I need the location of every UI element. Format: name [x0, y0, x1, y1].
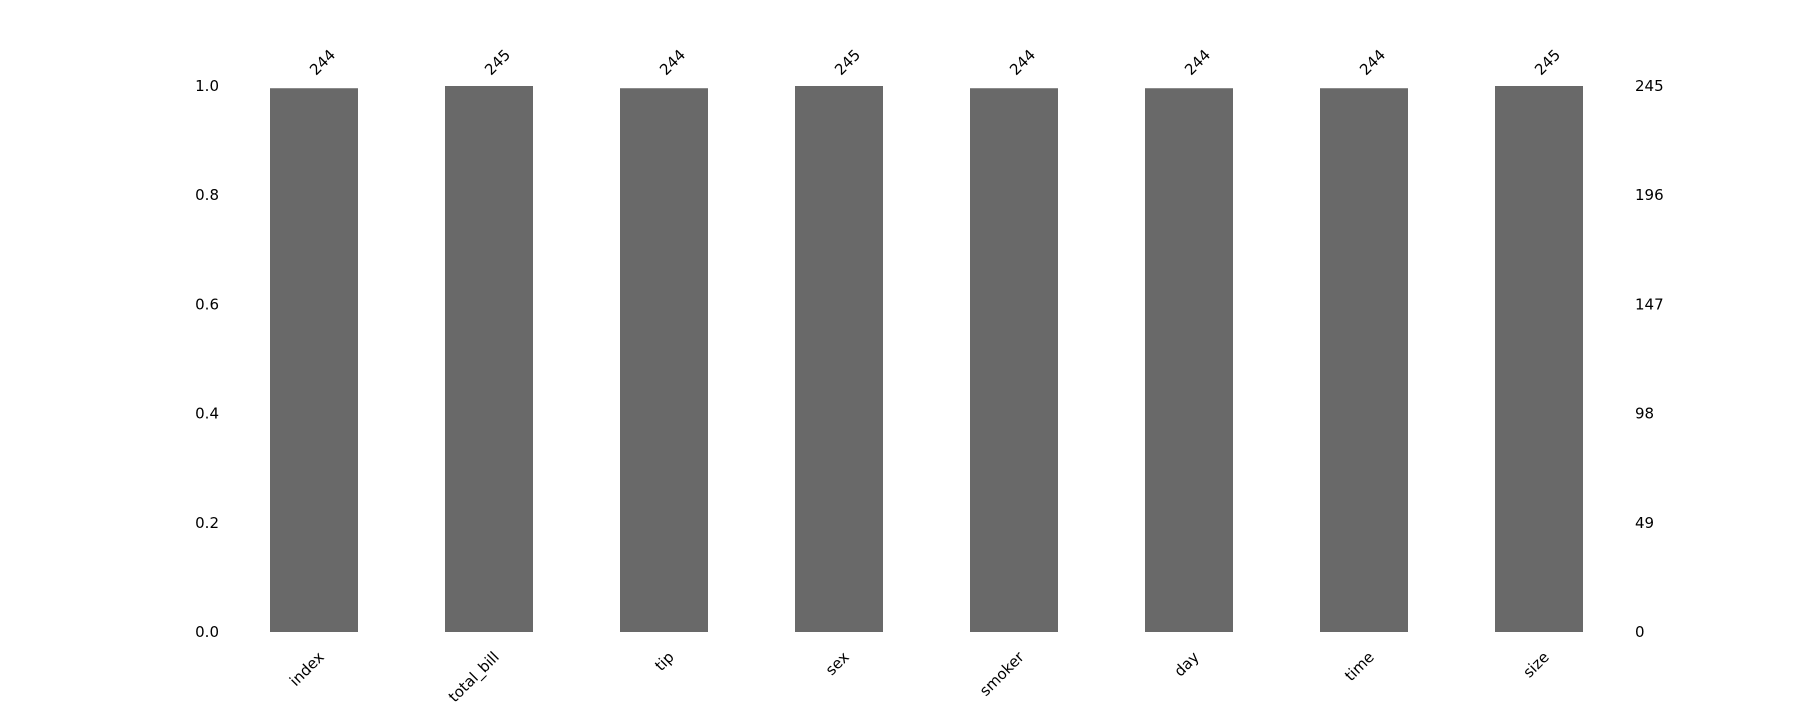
category-label-total_bill: total_bill [445, 648, 504, 707]
bar-sex [795, 86, 883, 632]
count-label-sex: 245 [831, 46, 864, 79]
category-label-index: index [286, 648, 328, 690]
category-label-sex: sex [822, 648, 853, 679]
left-tick-label: 0.0 [195, 623, 219, 641]
category-label-time: time [1341, 648, 1378, 685]
count-label-total_bill: 245 [481, 46, 514, 79]
right-tick-label: 245 [1635, 77, 1664, 95]
bar-day [1145, 88, 1233, 632]
bar-time [1320, 88, 1408, 632]
left-tick-label: 1.0 [195, 77, 219, 95]
left-tick-label: 0.4 [195, 405, 219, 423]
count-label-index: 244 [306, 46, 339, 79]
left-tick-label: 0.8 [195, 186, 219, 204]
count-label-size: 245 [1531, 46, 1564, 79]
category-label-size: size [1519, 648, 1552, 681]
count-label-time: 244 [1356, 46, 1389, 79]
right-tick-label: 196 [1635, 186, 1664, 204]
bar-size [1495, 86, 1583, 632]
right-tick-label: 49 [1635, 514, 1654, 532]
count-label-day: 244 [1181, 46, 1214, 79]
bar-total_bill [445, 86, 533, 632]
left-tick-label: 0.2 [195, 514, 219, 532]
count-label-smoker: 244 [1006, 46, 1039, 79]
right-tick-label: 0 [1635, 623, 1645, 641]
count-label-tip: 244 [656, 46, 689, 79]
right-tick-label: 147 [1635, 295, 1664, 313]
category-label-day: day [1171, 648, 1203, 680]
left-tick-label: 0.6 [195, 295, 219, 313]
bar-tip [620, 88, 708, 632]
bar-index [270, 88, 358, 632]
right-tick-label: 98 [1635, 405, 1654, 423]
category-label-smoker: smoker [976, 647, 1028, 699]
bar-smoker [970, 88, 1058, 632]
category-label-tip: tip [651, 648, 678, 675]
